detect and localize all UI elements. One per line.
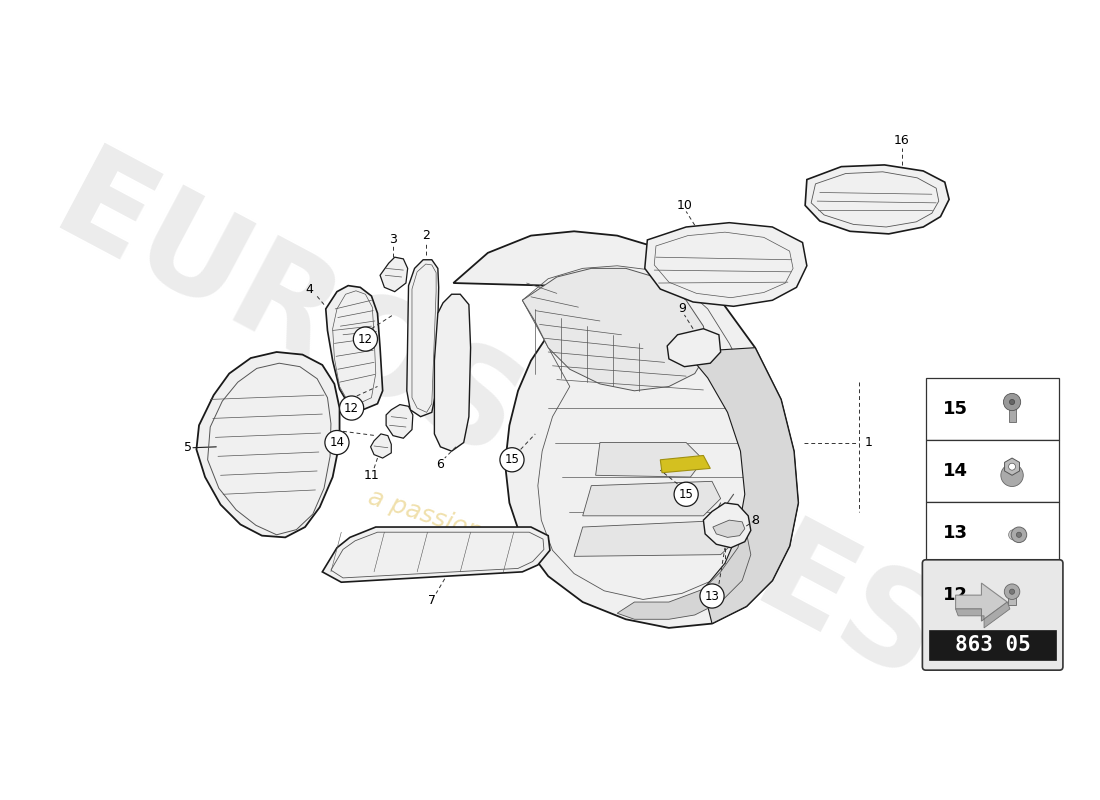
Polygon shape [197,352,340,538]
Polygon shape [1004,458,1020,475]
Polygon shape [453,231,799,628]
Polygon shape [660,455,711,473]
Text: 6: 6 [437,458,444,470]
Polygon shape [583,482,720,516]
Text: 5: 5 [184,442,191,454]
Text: 14: 14 [330,436,344,449]
Polygon shape [522,268,707,391]
Bar [926,378,1059,440]
Polygon shape [434,294,471,451]
Circle shape [1016,532,1022,538]
Polygon shape [371,434,392,458]
Circle shape [1011,527,1026,542]
Bar [926,564,1059,626]
Text: 13: 13 [943,524,968,542]
Circle shape [1009,463,1015,470]
Circle shape [1001,464,1023,486]
Text: 16: 16 [894,134,910,147]
Text: 7: 7 [428,594,436,607]
Text: 1: 1 [865,436,873,449]
Text: 14: 14 [943,462,968,480]
Polygon shape [326,286,383,410]
Polygon shape [381,257,408,292]
Text: 12: 12 [358,333,373,346]
Circle shape [700,584,724,608]
Text: 12: 12 [344,402,359,414]
Circle shape [353,327,377,351]
Text: 11: 11 [364,469,380,482]
Polygon shape [386,405,412,438]
Circle shape [1003,394,1021,410]
Polygon shape [713,520,745,538]
Bar [926,440,1059,502]
Text: 15: 15 [943,400,968,418]
Text: 15: 15 [679,488,694,501]
Bar [926,502,1059,564]
Text: a passion for parts since 1985: a passion for parts since 1985 [365,485,732,624]
Text: 10: 10 [676,199,692,212]
Polygon shape [668,329,720,366]
Circle shape [1010,589,1014,594]
Text: 2: 2 [421,229,430,242]
Polygon shape [686,348,799,623]
Polygon shape [617,525,751,619]
Bar [1009,405,1015,422]
Polygon shape [805,165,949,234]
Bar [1008,594,1016,606]
Circle shape [340,396,364,420]
Text: EUROSPARES: EUROSPARES [34,139,959,711]
Circle shape [1009,530,1019,540]
Polygon shape [407,260,439,417]
Circle shape [324,430,349,454]
Polygon shape [703,503,751,548]
Text: 863 05: 863 05 [955,635,1031,655]
Text: 8: 8 [751,514,759,526]
Polygon shape [574,520,738,556]
Polygon shape [595,442,703,477]
Polygon shape [645,222,807,306]
FancyBboxPatch shape [923,560,1063,670]
Text: 12: 12 [943,586,968,604]
Polygon shape [956,583,1008,621]
Polygon shape [322,527,550,582]
Circle shape [1004,584,1020,599]
Text: 3: 3 [389,233,397,246]
Bar [930,630,1056,660]
Circle shape [1010,399,1014,405]
Text: 15: 15 [505,454,519,466]
Text: 13: 13 [705,590,719,602]
Text: 4: 4 [306,282,313,295]
Text: 9: 9 [678,302,685,315]
Polygon shape [956,602,1010,628]
Circle shape [674,482,698,506]
Circle shape [499,448,524,472]
